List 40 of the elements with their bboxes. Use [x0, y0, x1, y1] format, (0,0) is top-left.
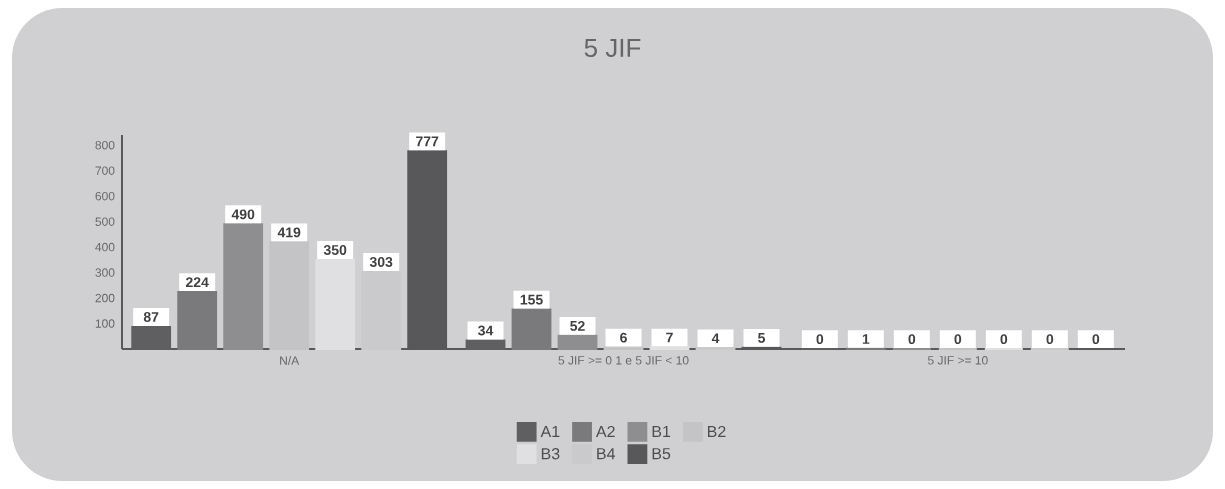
data-label: 0 [1000, 334, 1008, 345]
data-label: 419 [277, 227, 301, 238]
y-tick-label: 400 [95, 242, 115, 252]
data-label: 155 [520, 294, 543, 305]
y-tick-label: 100 [95, 319, 115, 328]
data-label: 350 [323, 245, 347, 255]
data-label: 0 [908, 334, 916, 345]
data-label: 777 [416, 136, 439, 147]
legend-label: A1 [540, 425, 560, 437]
y-tick-label: 700 [95, 166, 115, 175]
data-label: 6 [620, 332, 627, 343]
legend-label: B2 [707, 425, 726, 438]
data-label: 4 [711, 333, 720, 344]
x-tick-label: 5 JIF >= 0 1 e 5 JIF < 10 [558, 356, 689, 365]
y-tick-label: 800 [95, 140, 115, 150]
y-tick-label: 200 [95, 293, 115, 303]
data-label: 52 [570, 320, 585, 331]
data-label: 0 [954, 334, 962, 345]
data-label: 0 [1092, 334, 1100, 345]
y-tick-label: 600 [95, 191, 115, 201]
data-label: 1 [862, 334, 870, 344]
data-label: 224 [185, 277, 209, 288]
legend-label: B3 [541, 448, 560, 460]
y-tick-label: 300 [95, 268, 115, 277]
data-label: 34 [478, 325, 494, 336]
data-label: 490 [231, 209, 255, 220]
legend-label: A2 [595, 425, 615, 438]
legend-label: B5 [652, 448, 671, 460]
data-label: 0 [1046, 334, 1054, 345]
data-label: 7 [666, 332, 673, 343]
data-label: 0 [816, 334, 824, 345]
legend-label: B1 [652, 425, 671, 437]
x-tick-label: 5 JIF >= 10 [927, 356, 988, 365]
data-label: 5 [758, 333, 766, 343]
legend-label: B4 [597, 448, 616, 460]
data-label: 303 [369, 257, 393, 267]
x-tick-label: N/A [280, 356, 300, 365]
chart-title: 5 JIF [584, 38, 641, 58]
y-tick-label: 500 [95, 217, 115, 226]
data-label: 87 [143, 312, 159, 322]
